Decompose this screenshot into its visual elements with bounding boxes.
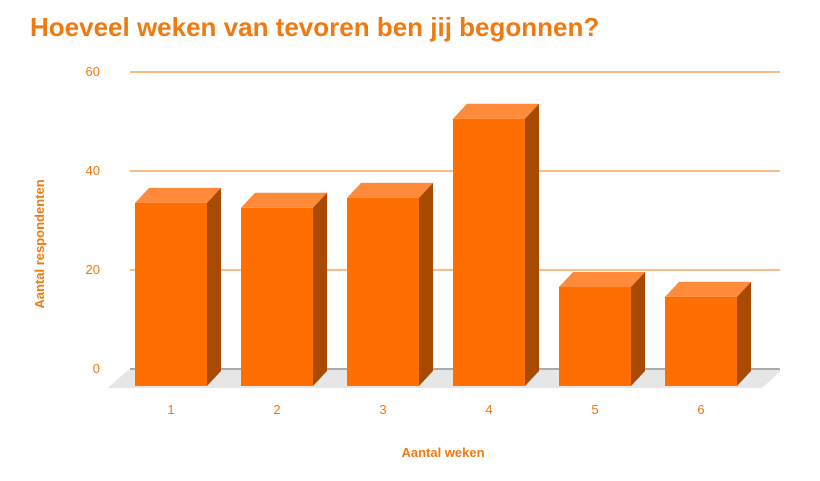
bar-top <box>347 182 433 198</box>
x-tick-label: 4 <box>485 402 492 417</box>
bar <box>347 182 433 386</box>
bar-front <box>135 202 207 386</box>
bar-side <box>631 272 645 386</box>
x-tick-label: 6 <box>697 402 704 417</box>
bar-top <box>559 272 645 287</box>
bar-top <box>453 103 539 119</box>
x-axis-title: Aantal weken <box>401 445 484 460</box>
bar-side <box>419 182 433 386</box>
y-tick-label: 40 <box>86 163 100 178</box>
x-tick-label: 1 <box>167 402 174 417</box>
bar-top <box>241 192 327 208</box>
bar-side <box>525 103 539 386</box>
bar-top <box>135 187 221 203</box>
x-tick-label: 5 <box>591 402 598 417</box>
chart-title: Hoeveel weken van tevoren ben jij begonn… <box>30 12 600 42</box>
bar-top <box>665 281 751 297</box>
bar <box>135 187 221 386</box>
y-axis-title: Aantal respondenten <box>32 179 47 308</box>
bar <box>559 272 645 386</box>
y-tick-label: 0 <box>93 361 100 376</box>
bar <box>665 281 751 386</box>
y-tick-label: 60 <box>86 64 100 79</box>
bar-side <box>207 187 221 386</box>
bar-front <box>665 296 737 386</box>
bar <box>241 192 327 386</box>
bar-side <box>737 281 751 386</box>
x-tick-label: 3 <box>379 402 386 417</box>
bar <box>453 103 539 386</box>
bar-front <box>347 197 419 386</box>
bar-side <box>313 192 327 386</box>
x-tick-label: 2 <box>273 402 280 417</box>
bar-front <box>453 118 525 386</box>
bar-front <box>241 207 313 386</box>
y-tick-label: 20 <box>86 262 100 277</box>
bar-front <box>559 287 631 386</box>
